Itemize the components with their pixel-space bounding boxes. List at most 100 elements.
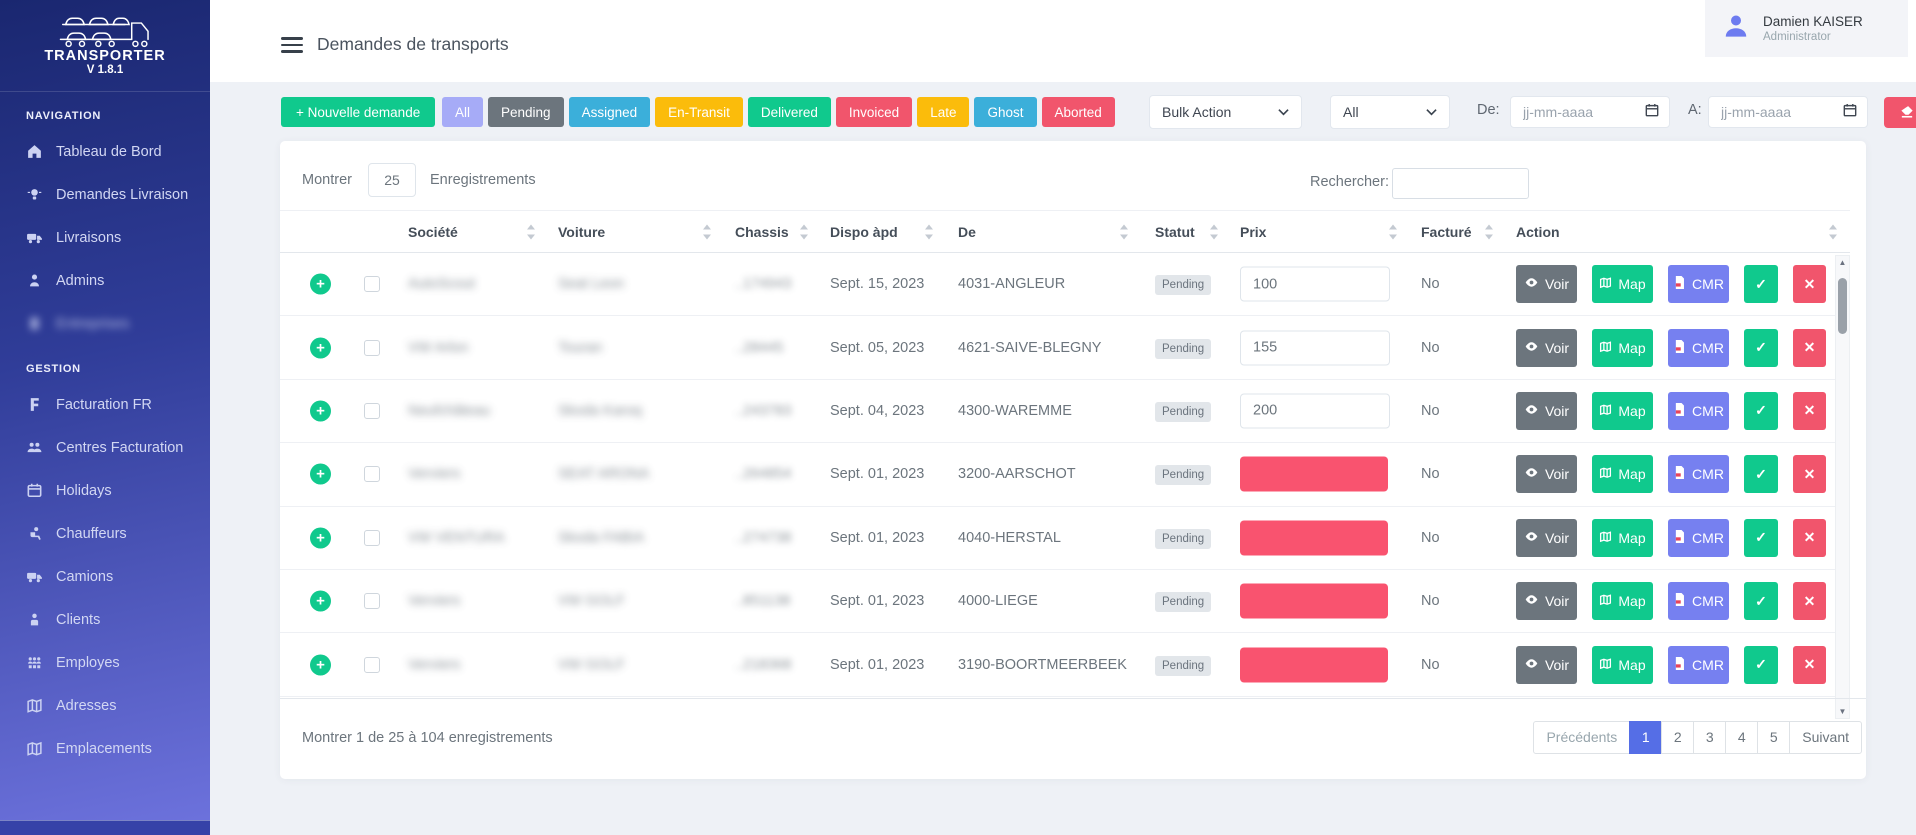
- expand-row-button[interactable]: +: [310, 273, 331, 295]
- prix-missing-input[interactable]: [1240, 583, 1388, 619]
- cmr-button[interactable]: CMR: [1668, 265, 1729, 304]
- sort-icon[interactable]: [1389, 224, 1398, 239]
- new-request-button[interactable]: + Nouvelle demande: [281, 97, 436, 127]
- reject-button[interactable]: ✕: [1793, 645, 1826, 684]
- filter-delivered-button[interactable]: Delivered: [747, 97, 831, 127]
- scrollbar-thumb[interactable]: [1838, 278, 1847, 334]
- row-checkbox[interactable]: [364, 402, 380, 419]
- voir-button[interactable]: Voir: [1516, 391, 1577, 430]
- expand-row-button[interactable]: +: [310, 654, 331, 676]
- reject-button[interactable]: ✕: [1793, 455, 1826, 494]
- cmr-button[interactable]: CMR: [1668, 455, 1729, 494]
- col-header-voiture[interactable]: Voiture: [558, 224, 606, 240]
- row-checkbox[interactable]: [364, 339, 380, 356]
- sidebar-item-entreprises[interactable]: Entreprises: [0, 302, 210, 345]
- user-menu[interactable]: Damien KAISER Administrator: [1705, 0, 1908, 57]
- cmr-button[interactable]: CMR: [1668, 645, 1729, 684]
- expand-row-button[interactable]: +: [310, 400, 331, 422]
- filter-pending-button[interactable]: Pending: [488, 97, 564, 127]
- calendar-icon[interactable]: [1843, 103, 1857, 122]
- prix-input[interactable]: [1240, 330, 1390, 366]
- map-button[interactable]: Map: [1592, 391, 1653, 430]
- pagination-page-4[interactable]: 4: [1725, 721, 1759, 754]
- filter-assigned-button[interactable]: Assigned: [568, 97, 651, 127]
- col-header-de[interactable]: De: [958, 224, 976, 240]
- col-header-statut[interactable]: Statut: [1155, 224, 1195, 240]
- pagination-page-3[interactable]: 3: [1693, 721, 1727, 754]
- page-size-input[interactable]: [368, 163, 416, 197]
- approve-button[interactable]: ✓: [1744, 455, 1778, 494]
- menu-toggle-icon[interactable]: [281, 37, 303, 57]
- sort-icon[interactable]: [703, 224, 712, 239]
- approve-button[interactable]: ✓: [1744, 328, 1778, 367]
- map-button[interactable]: Map: [1592, 455, 1653, 494]
- voir-button[interactable]: Voir: [1516, 455, 1577, 494]
- pagination-page-2[interactable]: 2: [1661, 721, 1695, 754]
- bulk-action-select[interactable]: Bulk Action: [1149, 95, 1302, 129]
- table-scrollbar[interactable]: ▲ ▼: [1835, 255, 1850, 719]
- cmr-button[interactable]: CMR: [1668, 582, 1729, 621]
- scroll-down-icon[interactable]: ▼: [1838, 707, 1847, 716]
- row-checkbox[interactable]: [364, 593, 380, 610]
- reject-button[interactable]: ✕: [1793, 328, 1826, 367]
- reject-button[interactable]: ✕: [1793, 391, 1826, 430]
- sort-icon[interactable]: [1120, 224, 1129, 239]
- filter-invoiced-button[interactable]: Invoiced: [835, 97, 913, 127]
- sidebar-item-camions[interactable]: Camions: [0, 555, 210, 598]
- cmr-button[interactable]: CMR: [1668, 518, 1729, 557]
- expand-row-button[interactable]: +: [310, 527, 331, 549]
- reject-button[interactable]: ✕: [1793, 265, 1826, 304]
- type-filter-select[interactable]: All: [1330, 95, 1450, 129]
- scroll-up-icon[interactable]: ▲: [1838, 258, 1847, 267]
- col-header-facture[interactable]: Facturé: [1421, 224, 1472, 240]
- sort-icon[interactable]: [925, 224, 934, 239]
- pagination-page-5[interactable]: 5: [1757, 721, 1791, 754]
- sort-icon[interactable]: [1829, 224, 1838, 239]
- col-header-prix[interactable]: Prix: [1240, 224, 1267, 240]
- prix-input[interactable]: [1240, 393, 1390, 429]
- expand-row-button[interactable]: +: [310, 590, 331, 612]
- cmr-button[interactable]: CMR: [1668, 328, 1729, 367]
- map-button[interactable]: Map: [1592, 645, 1653, 684]
- date-from-field[interactable]: [1510, 96, 1670, 128]
- clear-filters-button[interactable]: [1884, 97, 1916, 128]
- filter-late-button[interactable]: Late: [917, 97, 970, 127]
- expand-row-button[interactable]: +: [310, 337, 331, 359]
- sidebar-item-livraisons[interactable]: Livraisons: [0, 216, 210, 259]
- col-header-dispo[interactable]: Dispo àpd: [830, 224, 898, 240]
- sidebar-item-holidays[interactable]: Holidays: [0, 469, 210, 512]
- sidebar-item-centres-facturation[interactable]: Centres Facturation: [0, 426, 210, 469]
- map-button[interactable]: Map: [1592, 518, 1653, 557]
- sidebar-item-chauffeurs[interactable]: Chauffeurs: [0, 512, 210, 555]
- date-to-input[interactable]: [1721, 104, 1843, 120]
- row-checkbox[interactable]: [364, 529, 380, 546]
- sidebar-item-clients[interactable]: Clients: [0, 598, 210, 641]
- logo[interactable]: TRANSPORTER V 1.8.1: [0, 0, 210, 92]
- approve-button[interactable]: ✓: [1744, 391, 1778, 430]
- approve-button[interactable]: ✓: [1744, 518, 1778, 557]
- pagination-page-1[interactable]: 1: [1629, 721, 1663, 754]
- approve-button[interactable]: ✓: [1744, 645, 1778, 684]
- pagination-prev[interactable]: Précédents: [1533, 721, 1631, 754]
- voir-button[interactable]: Voir: [1516, 518, 1577, 557]
- approve-button[interactable]: ✓: [1744, 582, 1778, 621]
- pagination-next[interactable]: Suivant: [1789, 721, 1862, 754]
- sidebar-item-tableau-de-bord[interactable]: Tableau de Bord: [0, 130, 210, 173]
- filter-aborted-button[interactable]: Aborted: [1041, 97, 1115, 127]
- col-header-societe[interactable]: Société: [408, 224, 458, 240]
- map-button[interactable]: Map: [1592, 582, 1653, 621]
- reject-button[interactable]: ✕: [1793, 582, 1826, 621]
- date-from-input[interactable]: [1523, 104, 1645, 120]
- prix-missing-input[interactable]: [1240, 456, 1388, 492]
- voir-button[interactable]: Voir: [1516, 265, 1577, 304]
- filter-all-button[interactable]: All: [442, 97, 484, 127]
- sort-icon[interactable]: [800, 224, 809, 239]
- row-checkbox[interactable]: [364, 656, 380, 673]
- prix-input[interactable]: [1240, 266, 1390, 302]
- map-button[interactable]: Map: [1592, 265, 1653, 304]
- sort-icon[interactable]: [527, 224, 536, 239]
- filter-ghost-button[interactable]: Ghost: [974, 97, 1037, 127]
- sidebar-item-demandes-livraison[interactable]: Demandes Livraison: [0, 173, 210, 216]
- sidebar-item-emplacements[interactable]: Emplacements: [0, 727, 210, 770]
- prix-missing-input[interactable]: [1240, 647, 1388, 683]
